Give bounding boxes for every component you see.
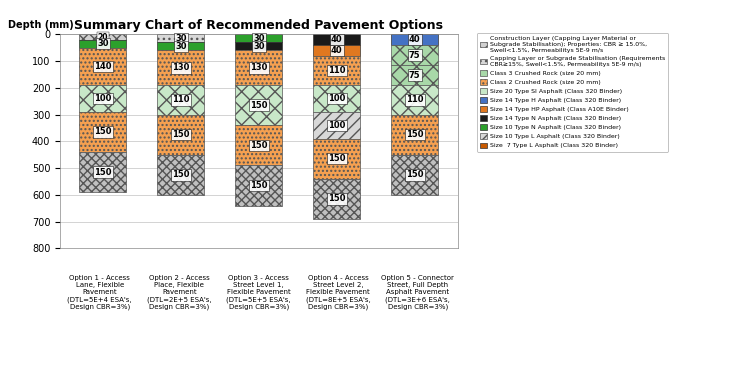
- Bar: [236, 165, 282, 206]
- Text: 75: 75: [409, 71, 421, 80]
- Bar: [314, 139, 360, 179]
- Legend: Construction Layer (Capping Layer Material or
Subgrade Stabilisation); Propertie: Construction Layer (Capping Layer Materi…: [476, 33, 668, 152]
- Text: Option 3 - Access
Street Level 1,
Flexible Pavement
(DTL=5E+5 ESA's,
Design CBR=: Option 3 - Access Street Level 1, Flexib…: [226, 275, 291, 310]
- Text: 150: 150: [94, 128, 112, 136]
- Bar: [392, 155, 438, 195]
- Text: 20: 20: [98, 32, 108, 42]
- Text: Option 5 - Connector
Street, Full Depth
Asphalt Pavement
(DTL=3E+6 ESA's,
Design: Option 5 - Connector Street, Full Depth …: [381, 275, 454, 310]
- Text: 75: 75: [409, 50, 421, 60]
- Bar: [158, 34, 204, 42]
- Text: 100: 100: [328, 121, 346, 130]
- Bar: [314, 56, 360, 85]
- Text: 110: 110: [172, 96, 190, 104]
- Bar: [314, 85, 360, 112]
- Bar: [158, 155, 204, 195]
- Bar: [80, 34, 126, 40]
- Bar: [158, 50, 204, 85]
- Text: 30: 30: [253, 34, 265, 43]
- Text: Option 2 - Access
Place, Flexible
Pavement
(DTL=2E+5 ESA's,
Design CBR=3%): Option 2 - Access Place, Flexible Paveme…: [147, 275, 211, 310]
- Text: 130: 130: [250, 63, 268, 72]
- Bar: [80, 152, 126, 192]
- Bar: [314, 45, 360, 56]
- Text: 150: 150: [94, 168, 112, 176]
- Text: 150: 150: [250, 141, 268, 150]
- Text: 150: 150: [172, 170, 190, 179]
- Text: Option 4 - Access
Street Level 2,
Flexible Pavement
(DTL=8E+5 ESA's,
Design CBR=: Option 4 - Access Street Level 2, Flexib…: [306, 275, 370, 310]
- Bar: [158, 85, 204, 115]
- Bar: [158, 42, 204, 50]
- Text: 100: 100: [94, 94, 112, 103]
- Bar: [158, 115, 204, 155]
- Bar: [392, 115, 438, 155]
- Bar: [236, 50, 282, 85]
- Bar: [80, 85, 126, 112]
- Text: 40: 40: [331, 46, 343, 55]
- Text: 140: 140: [94, 62, 112, 71]
- Bar: [392, 65, 438, 85]
- Bar: [314, 179, 360, 219]
- Text: 30: 30: [253, 42, 265, 51]
- Bar: [236, 85, 282, 125]
- Title: Summary Chart of Recommended Pavement Options: Summary Chart of Recommended Pavement Op…: [74, 19, 443, 32]
- Text: 150: 150: [328, 154, 346, 163]
- Bar: [236, 42, 282, 50]
- Text: 100: 100: [328, 94, 346, 103]
- Text: 130: 130: [172, 63, 190, 72]
- Text: 30: 30: [97, 39, 109, 48]
- Text: 40: 40: [331, 35, 343, 44]
- Bar: [80, 48, 126, 85]
- Text: 150: 150: [328, 194, 346, 203]
- Text: 30: 30: [175, 42, 187, 51]
- Text: 150: 150: [172, 130, 190, 139]
- Text: 150: 150: [406, 170, 424, 179]
- Bar: [236, 125, 282, 165]
- Text: 110: 110: [328, 66, 346, 75]
- Bar: [314, 112, 360, 139]
- Text: 30: 30: [175, 34, 187, 43]
- Text: 40: 40: [409, 35, 421, 44]
- Text: Depth (mm): Depth (mm): [8, 20, 74, 30]
- Bar: [392, 45, 438, 65]
- Text: 110: 110: [406, 96, 424, 104]
- Bar: [314, 34, 360, 45]
- Bar: [80, 112, 126, 152]
- Bar: [392, 85, 438, 115]
- Bar: [392, 34, 438, 45]
- Text: 150: 150: [250, 181, 268, 190]
- Bar: [236, 34, 282, 42]
- Bar: [80, 40, 126, 48]
- Text: Option 1 - Access
Lane, Flexible
Pavement
(DTL=5E+4 ESA's,
Design CBR=3%): Option 1 - Access Lane, Flexible Pavemen…: [68, 275, 132, 310]
- Text: 150: 150: [406, 130, 424, 139]
- Text: 150: 150: [250, 101, 268, 110]
